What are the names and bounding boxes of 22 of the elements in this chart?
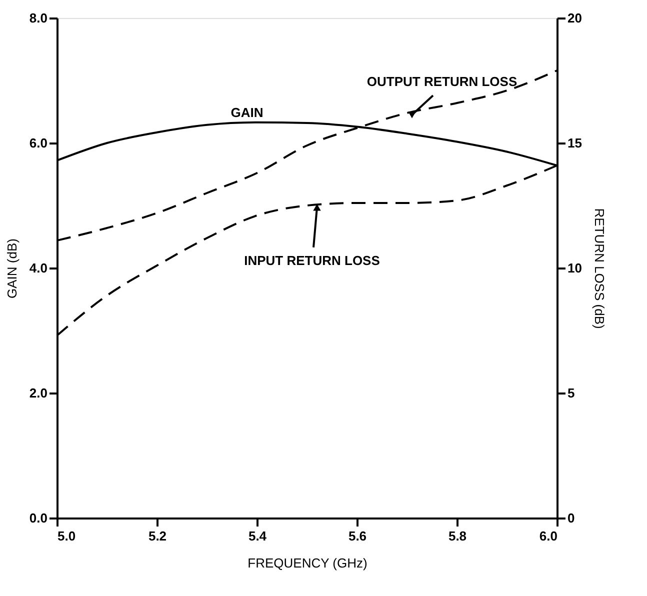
y2-tick-label: 20 <box>568 10 582 26</box>
x-tick-label: 5.8 <box>448 528 467 544</box>
x-axis-title: FREQUENCY (GHz) <box>248 556 368 570</box>
y2-tick-label: 5 <box>568 386 575 400</box>
annotation: GAIN <box>230 105 264 120</box>
annotation: OUTPUT RETURN LOSS <box>366 74 518 89</box>
y-axis-title: GAIN (dB) <box>4 238 20 298</box>
y2-tick-label: 0 <box>568 510 575 526</box>
x-tick-label: 5.0 <box>58 528 76 544</box>
x-tick-label: 5.6 <box>348 528 367 544</box>
y2-axis-title: RETURN LOSS (dB) <box>592 208 607 329</box>
y2-tick-label: 15 <box>568 136 582 150</box>
y-tick-label: 2.0 <box>29 386 48 400</box>
x-tick-label: 6.0 <box>539 528 558 544</box>
y2-tick-label: 10 <box>568 260 582 276</box>
y-tick-label: 6.0 <box>29 136 48 150</box>
y-tick-label: 0.0 <box>29 510 48 526</box>
y-tick-label: 8.0 <box>29 10 48 26</box>
y-tick-label: 4.0 <box>29 260 48 276</box>
x-tick-label: 5.4 <box>248 528 268 544</box>
annotation: INPUT RETURN LOSS <box>244 253 380 268</box>
x-tick-label: 5.2 <box>148 528 167 544</box>
